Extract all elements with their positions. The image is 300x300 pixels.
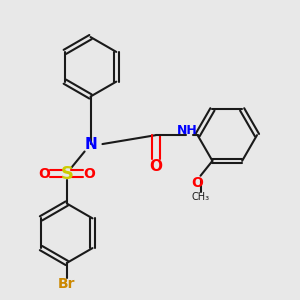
Text: S: S (60, 165, 73, 183)
Text: NH: NH (177, 124, 197, 137)
Text: O: O (192, 176, 203, 190)
Text: CH₃: CH₃ (191, 191, 210, 202)
Text: Br: Br (58, 277, 76, 291)
Text: N: N (84, 136, 97, 152)
Text: O: O (38, 167, 50, 181)
Text: O: O (83, 167, 95, 181)
Text: O: O (149, 159, 162, 174)
